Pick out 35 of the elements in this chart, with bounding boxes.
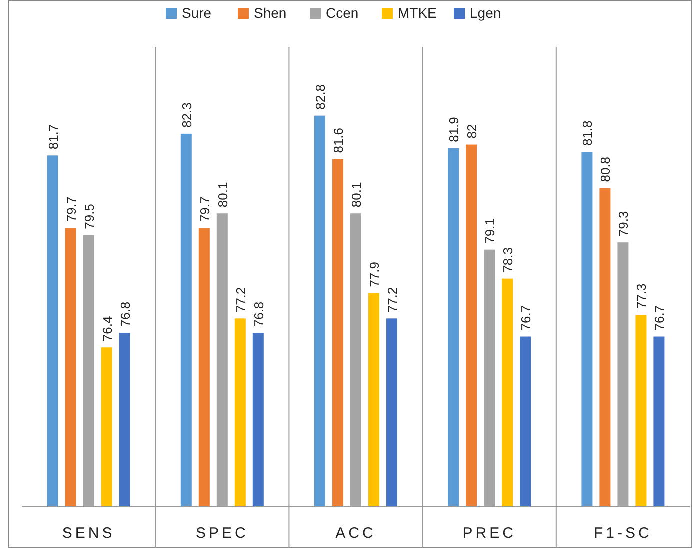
- x-tick-label: SENS: [62, 525, 116, 542]
- data-label: 81.7: [46, 124, 61, 150]
- data-label: 81.8: [580, 120, 596, 146]
- data-label: 79.7: [197, 196, 212, 222]
- data-label: 81.6: [331, 128, 346, 154]
- legend-label: Lgen: [470, 5, 502, 21]
- legend-label: MTKE: [398, 5, 437, 21]
- data-label: 76.8: [118, 302, 133, 328]
- data-label: 76.7: [518, 305, 534, 331]
- data-label: 82.3: [179, 102, 194, 128]
- legend-label: Sure: [182, 5, 212, 21]
- data-label: 79.3: [616, 211, 632, 237]
- data-label: 78.3: [500, 248, 516, 273]
- data-label: 79.5: [82, 204, 97, 230]
- data-label: 77.9: [367, 262, 382, 288]
- legend-label: Shen: [254, 5, 287, 21]
- data-label: 76.4: [100, 316, 115, 342]
- x-tick-label: ACC: [336, 525, 376, 542]
- data-label: 77.3: [634, 284, 650, 310]
- x-tick-label: PREC: [462, 525, 516, 542]
- data-label: 80.1: [349, 182, 364, 208]
- data-label: 77.2: [233, 287, 248, 313]
- data-label: 80.8: [598, 156, 614, 182]
- legend-label: Ccen: [326, 5, 359, 21]
- data-label: 81.9: [446, 117, 462, 142]
- x-tick-label: F1-SC: [594, 525, 652, 542]
- data-label: 77.2: [385, 287, 400, 313]
- data-label: 76.8: [251, 302, 266, 328]
- data-label: 79.7: [64, 196, 79, 222]
- data-label: 82.8: [313, 84, 328, 110]
- data-label: 80.1: [215, 182, 230, 208]
- x-tick-label: SPEC: [196, 525, 249, 542]
- data-label: 79.1: [482, 218, 498, 244]
- data-label: 82: [464, 124, 480, 139]
- data-label: 76.7: [652, 305, 668, 331]
